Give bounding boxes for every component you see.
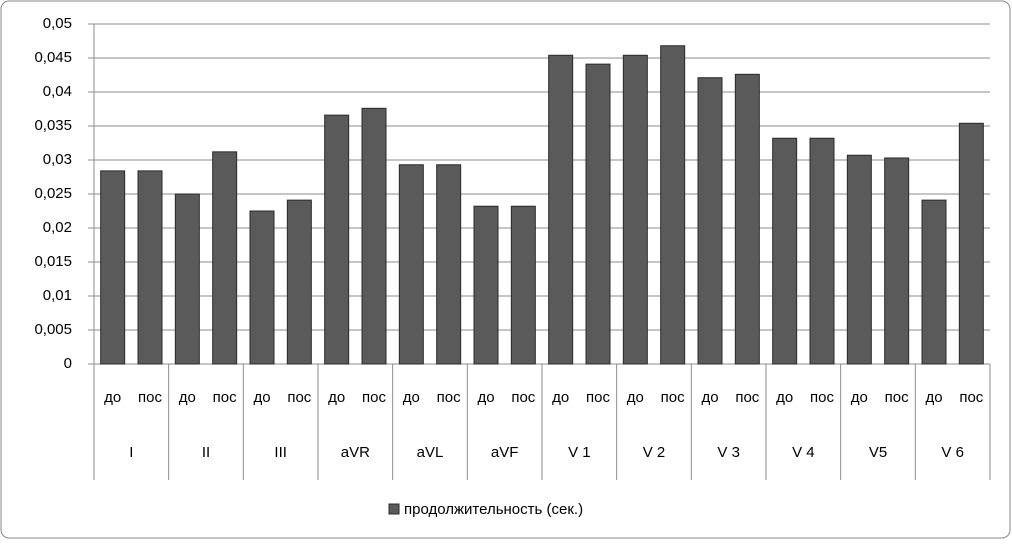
x-tick-label: до <box>851 389 868 406</box>
x-tick-label: до <box>104 389 121 406</box>
x-tick-label: пос <box>362 389 386 406</box>
x-tick-label: пос <box>959 389 983 406</box>
bar <box>697 77 723 365</box>
x-tick-label: пос <box>586 389 610 406</box>
x-tick-label: до <box>776 389 793 406</box>
x-tick-label: до <box>179 389 196 406</box>
x-tick-label: до <box>552 389 569 406</box>
bar <box>772 137 798 365</box>
y-tick-label: 0,005 <box>34 321 72 338</box>
bar <box>585 63 611 365</box>
x-tick-label: до <box>925 389 942 406</box>
group-label: aVF <box>491 444 519 461</box>
y-tick-label: 0,035 <box>34 117 72 134</box>
bar <box>137 170 163 365</box>
group-label: aVR <box>341 444 370 461</box>
x-tick-label: до <box>627 389 644 406</box>
y-tick-label: 0,04 <box>43 83 72 100</box>
y-tick-label: 0,05 <box>43 15 72 32</box>
x-tick-label: пос <box>287 389 311 406</box>
group-label: I <box>129 444 133 461</box>
y-tick-label: 0,02 <box>43 219 72 236</box>
bar <box>660 45 686 365</box>
legend-marker <box>388 503 400 515</box>
x-tick-label: пос <box>735 389 759 406</box>
bar <box>436 164 462 365</box>
x-tick-label: пос <box>138 389 162 406</box>
bar <box>921 199 947 365</box>
x-tick-label: до <box>403 389 420 406</box>
bar <box>884 157 910 365</box>
group-label: aVL <box>417 444 444 461</box>
group-label: V 2 <box>643 444 666 461</box>
group-label: V 1 <box>568 444 591 461</box>
bar <box>958 122 984 365</box>
bar <box>212 151 238 365</box>
bar <box>100 170 126 365</box>
group-label: II <box>202 444 210 461</box>
x-tick-label: пос <box>511 389 535 406</box>
bar <box>249 210 275 365</box>
bar <box>510 205 536 365</box>
x-tick-label: пос <box>885 389 909 406</box>
bar <box>324 114 350 365</box>
bar <box>286 199 312 365</box>
bar <box>734 73 760 365</box>
legend-label: продолжительность (сек.) <box>404 501 583 518</box>
bar <box>846 154 872 365</box>
y-tick-label: 0,045 <box>34 49 72 66</box>
y-tick-label: 0,03 <box>43 151 72 168</box>
x-tick-label: пос <box>810 389 834 406</box>
y-tick-label: 0,025 <box>34 185 72 202</box>
x-tick-label: пос <box>437 389 461 406</box>
bar <box>473 205 499 365</box>
bar <box>398 164 424 365</box>
y-tick-label: 0,015 <box>34 253 72 270</box>
group-label: V 6 <box>941 444 964 461</box>
bar <box>809 137 835 365</box>
x-tick-label: до <box>701 389 718 406</box>
bar <box>361 107 387 365</box>
bar <box>548 54 574 365</box>
group-label: V 3 <box>717 444 740 461</box>
bar <box>622 54 648 365</box>
y-tick-label: 0,01 <box>43 287 72 304</box>
x-tick-label: до <box>477 389 494 406</box>
x-tick-label: до <box>253 389 270 406</box>
x-tick-label: пос <box>661 389 685 406</box>
x-tick-label: пос <box>213 389 237 406</box>
y-tick-label: 0 <box>64 355 72 372</box>
group-label: V 4 <box>792 444 815 461</box>
group-label: III <box>274 444 287 461</box>
x-tick-label: до <box>328 389 345 406</box>
bar <box>174 193 200 365</box>
group-label: V5 <box>869 444 887 461</box>
